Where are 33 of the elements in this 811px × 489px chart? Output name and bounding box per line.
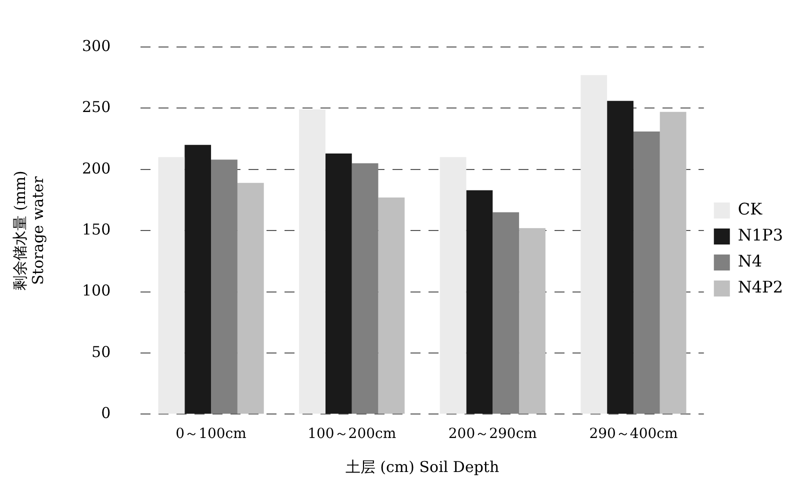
bar bbox=[519, 228, 546, 414]
bar bbox=[184, 144, 212, 414]
y-tick-label: 300 bbox=[82, 36, 111, 55]
x-tick-label: 100～200cm bbox=[308, 426, 396, 442]
bar bbox=[158, 157, 185, 414]
x-tick-label: 290～400cm bbox=[589, 426, 678, 442]
bar bbox=[660, 112, 686, 414]
bar bbox=[492, 212, 520, 414]
y-axis-title: 剩余储水量 (mm) Storage water bbox=[10, 170, 47, 291]
x-tick-label: 0～100cm bbox=[176, 426, 246, 442]
bar bbox=[325, 153, 352, 414]
bar bbox=[466, 190, 493, 414]
bar bbox=[299, 109, 326, 414]
bar bbox=[211, 160, 238, 414]
legend-label: CK bbox=[738, 200, 764, 219]
bar bbox=[237, 182, 264, 414]
bar bbox=[607, 100, 634, 414]
y-tick-label: 0 bbox=[101, 404, 111, 422]
bar bbox=[633, 131, 660, 414]
x-tick-label: 200～290cm bbox=[448, 426, 537, 442]
legend-label: N1P3 bbox=[738, 226, 783, 245]
y-tick-label: 250 bbox=[82, 98, 111, 116]
bar bbox=[580, 75, 608, 414]
legend-label: N4P2 bbox=[738, 278, 783, 297]
x-axis-title: 土层 (cm) Soil Depth bbox=[345, 458, 500, 476]
bar bbox=[352, 163, 378, 414]
bar bbox=[440, 157, 466, 414]
y-tick-label: 150 bbox=[82, 220, 111, 238]
y-tick-label: 100 bbox=[82, 282, 111, 300]
bar bbox=[378, 198, 405, 414]
legend-label: N4 bbox=[738, 252, 762, 271]
y-tick-label: 50 bbox=[92, 342, 111, 361]
y-tick-label: 200 bbox=[82, 159, 111, 178]
